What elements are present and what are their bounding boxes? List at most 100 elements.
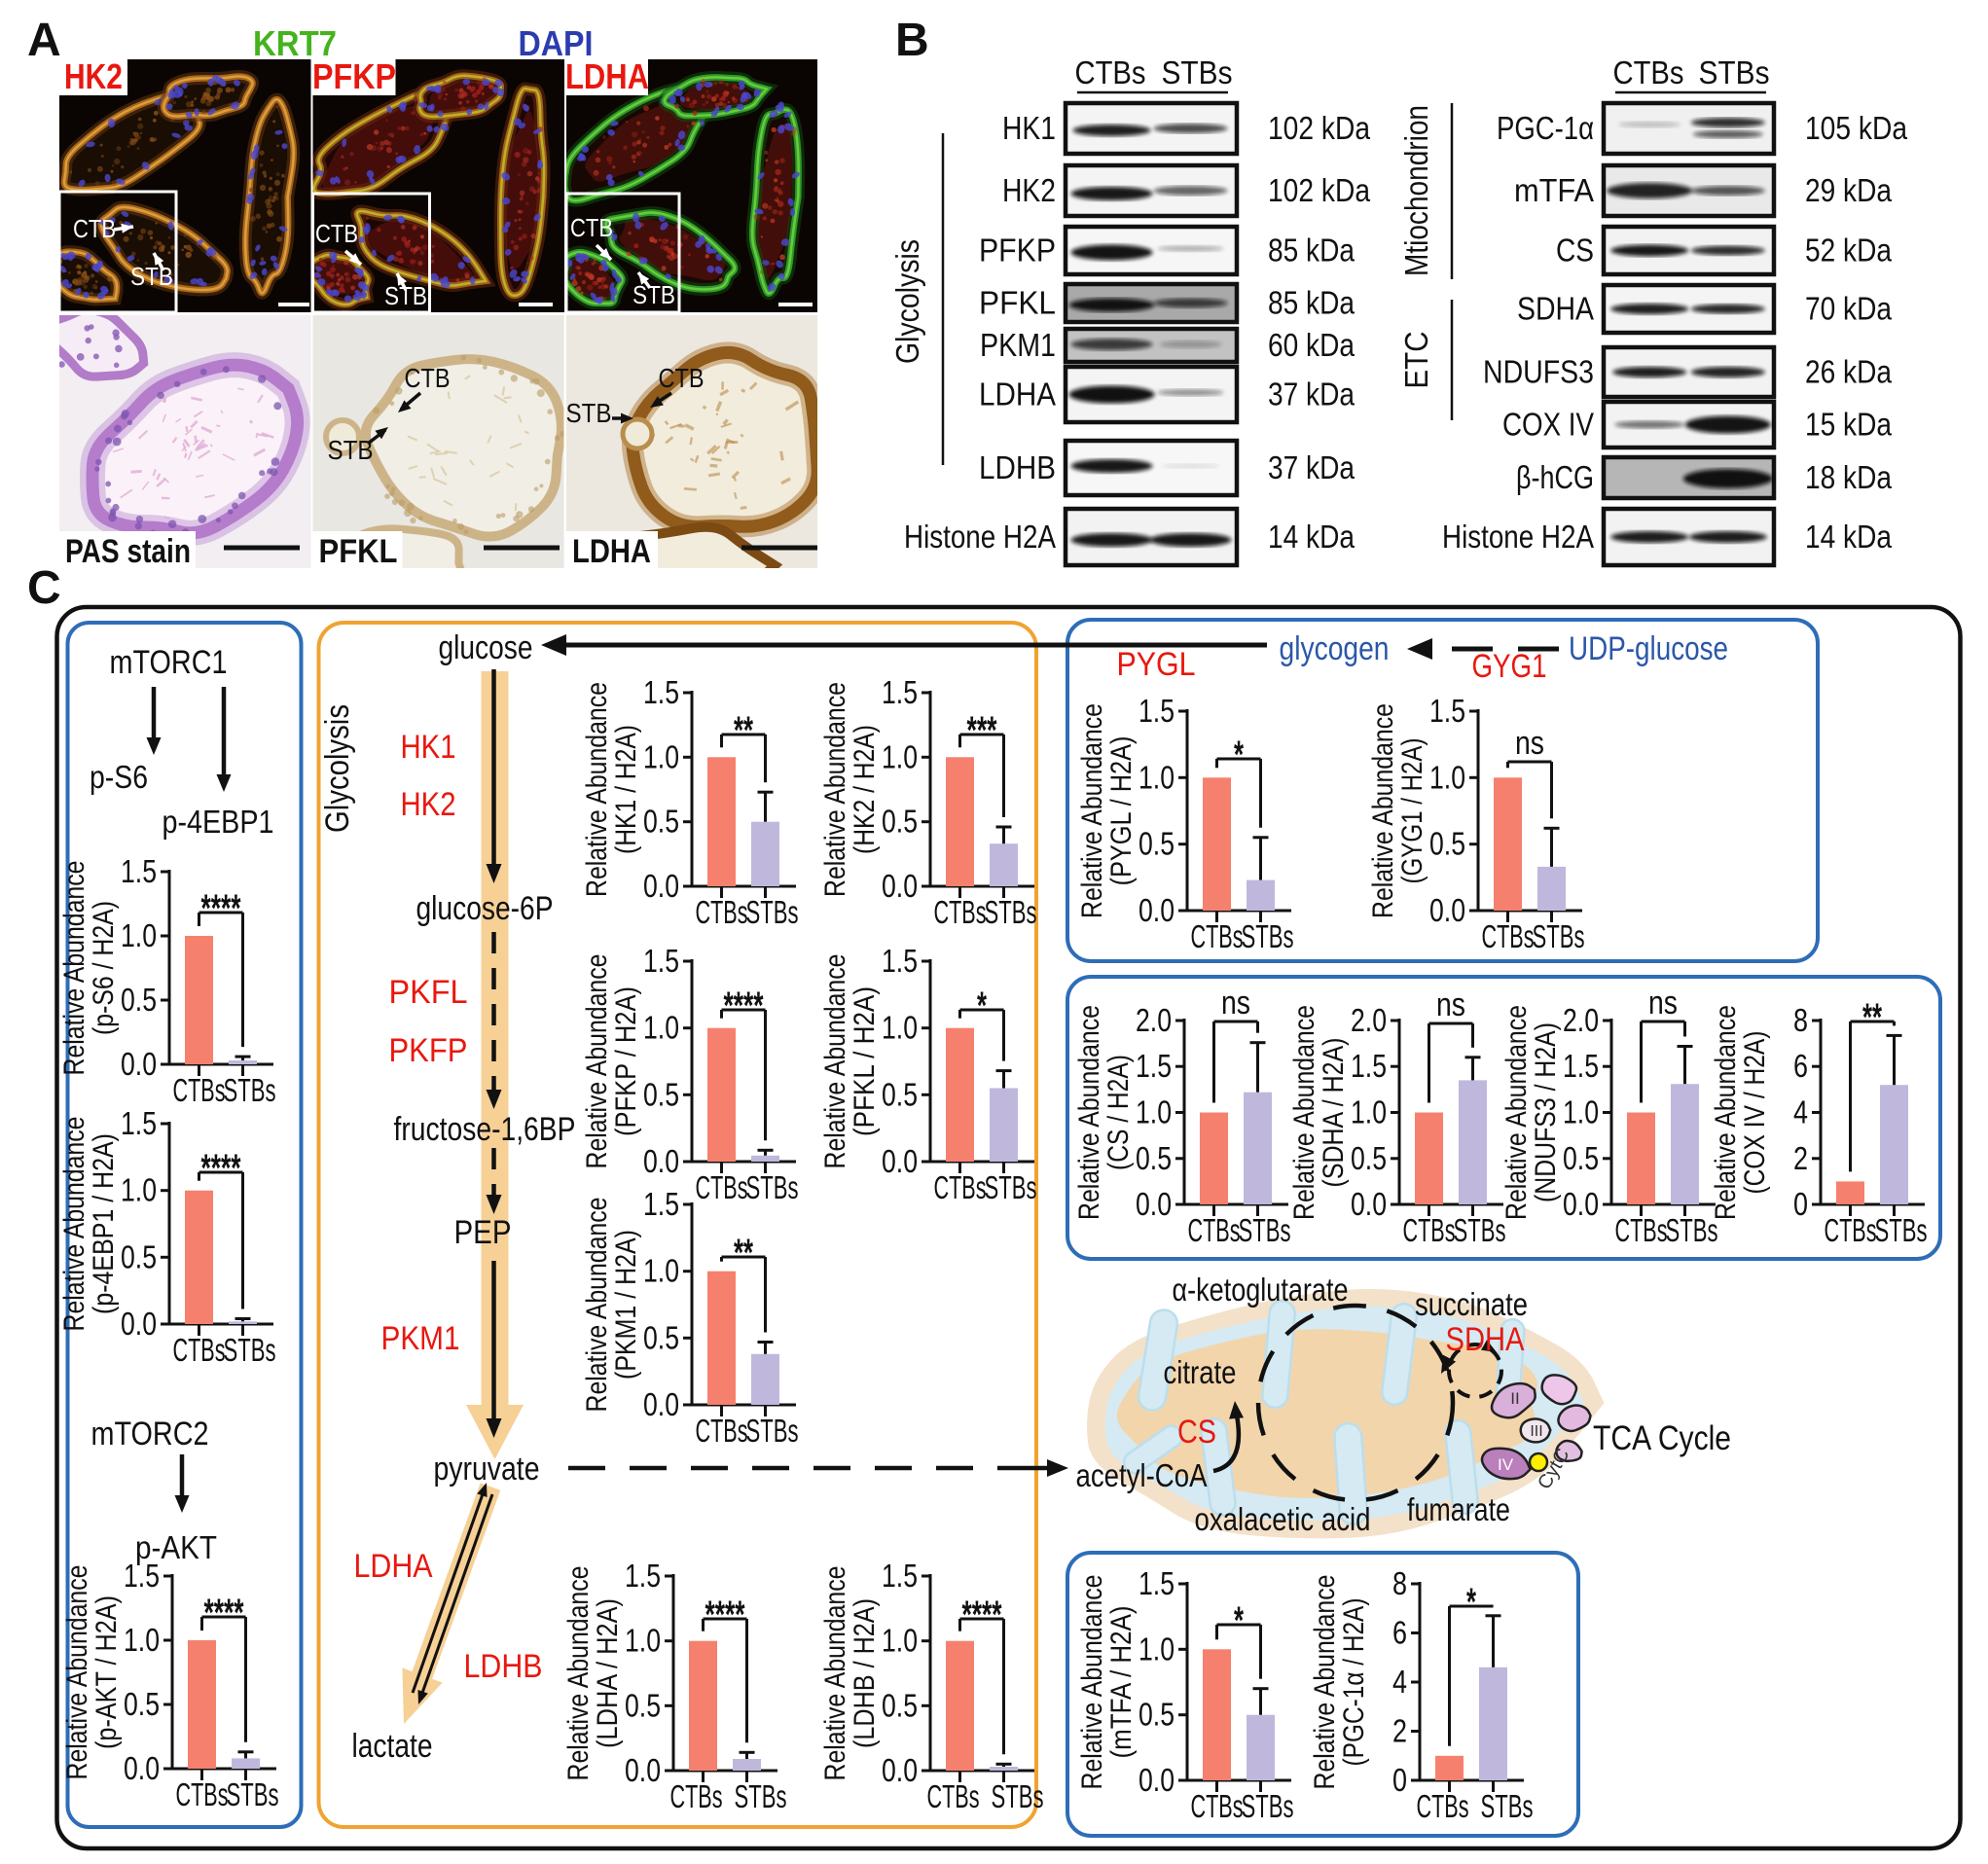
svg-text:1.5: 1.5 xyxy=(124,1558,160,1594)
svg-text:0.5: 0.5 xyxy=(121,982,157,1018)
svg-text:0.0: 0.0 xyxy=(643,1143,679,1179)
svg-text:CTBs: CTBs xyxy=(696,1169,748,1205)
svg-text:CTB: CTB xyxy=(315,219,358,248)
svg-text:HK1: HK1 xyxy=(401,729,456,766)
svg-text:1.5: 1.5 xyxy=(882,1558,918,1594)
svg-text:ETC: ETC xyxy=(1398,332,1434,389)
svg-text:β-hCG: β-hCG xyxy=(1516,459,1594,495)
svg-text:oxalacetic acid: oxalacetic acid xyxy=(1195,1501,1371,1537)
svg-text:STBs: STBs xyxy=(1699,54,1770,90)
svg-text:Relative Abundance: Relative Abundance xyxy=(1309,1575,1341,1790)
svg-text:1.5: 1.5 xyxy=(625,1558,661,1594)
svg-text:LDHA: LDHA xyxy=(565,56,649,96)
svg-text:glycogen: glycogen xyxy=(1280,630,1390,667)
svg-text:Relative Abundance: Relative Abundance xyxy=(1367,703,1399,918)
svg-text:CTBs: CTBs xyxy=(176,1776,229,1812)
svg-text:1.0: 1.0 xyxy=(625,1623,661,1659)
svg-text:citrate: citrate xyxy=(1164,1354,1237,1390)
svg-text:2: 2 xyxy=(1793,1140,1808,1176)
svg-text:acetyl-CoA: acetyl-CoA xyxy=(1076,1457,1208,1493)
svg-text:STBs: STBs xyxy=(1454,1212,1506,1248)
svg-text:(NDUFS3 / H2A): (NDUFS3 / H2A) xyxy=(1530,1022,1562,1202)
svg-text:STB: STB xyxy=(328,435,374,465)
svg-text:C: C xyxy=(27,562,61,614)
svg-text:70 kDa: 70 kDa xyxy=(1805,291,1893,327)
svg-text:III: III xyxy=(1530,1423,1542,1440)
svg-text:1.5: 1.5 xyxy=(1563,1048,1599,1084)
svg-text:102 kDa: 102 kDa xyxy=(1268,110,1371,146)
svg-text:0.0: 0.0 xyxy=(1139,892,1175,928)
svg-text:0.5: 0.5 xyxy=(124,1686,160,1722)
svg-text:succinate: succinate xyxy=(1415,1286,1528,1322)
svg-text:STBs: STBs xyxy=(746,1413,799,1449)
svg-text:**: ** xyxy=(734,1232,753,1274)
svg-text:PKM1: PKM1 xyxy=(381,1320,460,1357)
svg-text:Relative Abundance: Relative Abundance xyxy=(1076,703,1108,918)
svg-text:(CS / H2A): (CS / H2A) xyxy=(1102,1055,1135,1170)
svg-text:0.0: 0.0 xyxy=(1563,1186,1599,1222)
svg-text:PFKP: PFKP xyxy=(979,233,1056,269)
svg-text:1.0: 1.0 xyxy=(124,1622,160,1658)
svg-text:STBs: STBs xyxy=(224,1332,276,1368)
svg-text:CTB: CTB xyxy=(73,214,116,243)
svg-text:UDP-glucose: UDP-glucose xyxy=(1569,630,1728,667)
svg-text:29 kDa: 29 kDa xyxy=(1805,172,1893,208)
svg-text:PGC-1α: PGC-1α xyxy=(1497,110,1594,146)
svg-text:1.0: 1.0 xyxy=(1351,1094,1387,1130)
svg-text:Relative Abundance: Relative Abundance xyxy=(1710,1005,1742,1220)
svg-text:6: 6 xyxy=(1793,1048,1808,1084)
svg-text:PFKP: PFKP xyxy=(312,56,396,96)
svg-text:A: A xyxy=(27,15,61,66)
svg-text:0.0: 0.0 xyxy=(1429,892,1465,928)
svg-text:**: ** xyxy=(1862,996,1882,1039)
svg-text:Relative Abundance: Relative Abundance xyxy=(58,861,90,1076)
svg-text:Histone H2A: Histone H2A xyxy=(1442,519,1594,555)
svg-text:0.0: 0.0 xyxy=(1139,1762,1175,1798)
svg-text:Relative Abundance: Relative Abundance xyxy=(1073,1005,1105,1220)
svg-text:0.5: 0.5 xyxy=(1563,1140,1599,1176)
svg-text:0.5: 0.5 xyxy=(625,1687,661,1723)
svg-text:HK2: HK2 xyxy=(1002,172,1056,208)
svg-text:TCA Cycle: TCA Cycle xyxy=(1593,1419,1731,1457)
svg-text:Relative Abundance: Relative Abundance xyxy=(1500,1005,1533,1220)
svg-text:(PFKL / H2A): (PFKL / H2A) xyxy=(849,986,881,1136)
svg-text:1.0: 1.0 xyxy=(882,1623,918,1659)
svg-text:p-4EBP1: p-4EBP1 xyxy=(163,804,274,840)
svg-text:NDUFS3: NDUFS3 xyxy=(1483,354,1594,390)
svg-text:CTBs: CTBs xyxy=(1482,918,1535,954)
svg-text:STBs: STBs xyxy=(746,894,799,930)
svg-text:CTBs: CTBs xyxy=(173,1332,226,1368)
svg-text:PKFL: PKFL xyxy=(389,974,468,1011)
svg-text:0.0: 0.0 xyxy=(1351,1186,1387,1222)
svg-text:****: **** xyxy=(724,985,764,1027)
svg-text:STBs: STBs xyxy=(985,894,1037,930)
svg-text:Relative Abundance: Relative Abundance xyxy=(581,954,613,1169)
svg-text:Relative Abundance: Relative Abundance xyxy=(581,682,613,897)
svg-text:*: * xyxy=(1466,1581,1476,1624)
svg-text:1.5: 1.5 xyxy=(882,674,918,710)
svg-text:****: **** xyxy=(201,1147,241,1190)
svg-text:Glycolysis: Glycolysis xyxy=(889,239,925,364)
svg-text:37 kDa: 37 kDa xyxy=(1268,449,1355,485)
svg-text:2.0: 2.0 xyxy=(1563,1002,1599,1038)
svg-text:STB: STB xyxy=(130,262,173,291)
svg-text:37 kDa: 37 kDa xyxy=(1268,376,1355,412)
svg-text:CTBs: CTBs xyxy=(1075,54,1146,90)
svg-text:0.5: 0.5 xyxy=(882,1687,918,1723)
svg-text:CTBs: CTBs xyxy=(927,1778,980,1814)
svg-text:CTBs: CTBs xyxy=(696,1413,748,1449)
svg-text:(LDHA / H2A): (LDHA / H2A) xyxy=(592,1598,624,1748)
svg-text:STBs: STBs xyxy=(1875,1212,1928,1248)
svg-text:**: ** xyxy=(734,709,753,752)
svg-text:0.5: 0.5 xyxy=(1139,1697,1175,1733)
svg-text:CTB: CTB xyxy=(659,363,705,393)
svg-text:fructose-1,6BP: fructose-1,6BP xyxy=(394,1111,576,1148)
svg-text:(PKM1 / H2A): (PKM1 / H2A) xyxy=(610,1230,642,1380)
svg-text:lactate: lactate xyxy=(352,1728,433,1765)
svg-text:52 kDa: 52 kDa xyxy=(1805,233,1893,269)
svg-text:0.0: 0.0 xyxy=(625,1752,661,1788)
svg-text:4: 4 xyxy=(1392,1664,1407,1700)
svg-text:PYGL: PYGL xyxy=(1117,646,1196,683)
svg-text:STB: STB xyxy=(566,398,612,428)
svg-text:STB: STB xyxy=(384,281,427,310)
